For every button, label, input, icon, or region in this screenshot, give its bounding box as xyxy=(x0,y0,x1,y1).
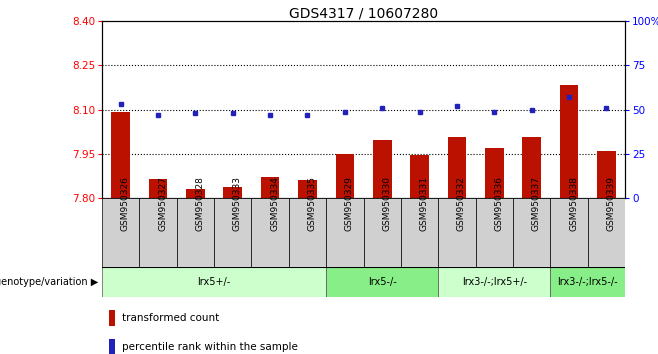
Bar xyxy=(224,187,242,198)
Bar xyxy=(447,137,467,198)
Text: transformed count: transformed count xyxy=(122,313,220,323)
Bar xyxy=(326,267,438,297)
Bar xyxy=(186,189,205,198)
Bar xyxy=(485,148,503,198)
Text: lrx5+/-: lrx5+/- xyxy=(197,277,231,287)
Bar xyxy=(363,198,401,267)
Text: percentile rank within the sample: percentile rank within the sample xyxy=(122,342,298,352)
Text: lrx3-/-;lrx5+/-: lrx3-/-;lrx5+/- xyxy=(462,277,527,287)
Bar xyxy=(410,155,429,198)
Bar xyxy=(102,267,326,297)
Bar xyxy=(326,198,363,267)
Bar xyxy=(476,198,513,267)
Text: GSM950327: GSM950327 xyxy=(158,176,167,231)
Bar xyxy=(289,198,326,267)
Bar xyxy=(214,198,251,267)
Text: GSM950335: GSM950335 xyxy=(307,176,316,231)
Text: GSM950338: GSM950338 xyxy=(569,176,578,231)
Text: GSM950326: GSM950326 xyxy=(120,176,130,231)
Bar xyxy=(401,198,438,267)
Bar xyxy=(438,198,476,267)
Text: GSM950331: GSM950331 xyxy=(420,176,428,231)
Bar xyxy=(139,198,177,267)
Title: GDS4317 / 10607280: GDS4317 / 10607280 xyxy=(289,6,438,20)
Text: genotype/variation ▶: genotype/variation ▶ xyxy=(0,277,99,287)
Text: lrx3-/-;lrx5-/-: lrx3-/-;lrx5-/- xyxy=(557,277,618,287)
Bar xyxy=(111,112,130,198)
Bar xyxy=(550,198,588,267)
Text: GSM950339: GSM950339 xyxy=(607,176,615,231)
Text: GSM950336: GSM950336 xyxy=(494,176,503,231)
Text: GSM950333: GSM950333 xyxy=(233,176,241,231)
Bar xyxy=(109,339,115,354)
Bar xyxy=(109,310,115,326)
Bar xyxy=(550,267,625,297)
Bar xyxy=(438,267,550,297)
Bar xyxy=(149,179,167,198)
Bar xyxy=(261,177,280,198)
Text: GSM950328: GSM950328 xyxy=(195,176,205,231)
Bar xyxy=(251,198,289,267)
Text: GSM950332: GSM950332 xyxy=(457,176,466,231)
Text: lrx5-/-: lrx5-/- xyxy=(368,277,397,287)
Text: GSM950330: GSM950330 xyxy=(382,176,392,231)
Text: GSM950329: GSM950329 xyxy=(345,176,354,231)
Text: GSM950337: GSM950337 xyxy=(532,176,541,231)
Bar xyxy=(588,198,625,267)
Bar xyxy=(522,137,541,198)
Bar xyxy=(513,198,550,267)
Bar xyxy=(298,180,317,198)
Bar xyxy=(560,85,578,198)
Bar xyxy=(373,140,392,198)
Bar xyxy=(597,151,616,198)
Bar xyxy=(177,198,214,267)
Bar xyxy=(102,198,139,267)
Bar xyxy=(336,154,354,198)
Text: GSM950334: GSM950334 xyxy=(270,176,279,231)
